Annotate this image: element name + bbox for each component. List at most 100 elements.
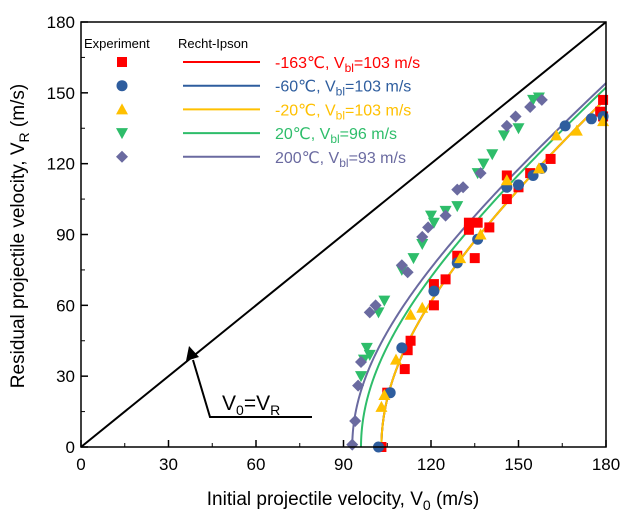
x-tick-label: 90: [334, 455, 353, 474]
data-point: [524, 101, 537, 113]
y-tick-label: 150: [47, 84, 75, 103]
data-point: [390, 353, 402, 365]
data-point: [352, 379, 365, 392]
data-point: [425, 210, 437, 222]
data-point: [402, 345, 413, 356]
legend-label: -60℃, Vbl=103 m/s: [275, 79, 411, 99]
legend-marker: [117, 57, 127, 67]
data-point: [469, 253, 480, 264]
data-point: [349, 415, 362, 428]
model-curve: [351, 82, 607, 448]
data-point: [501, 194, 512, 205]
data-point: [378, 295, 391, 307]
data-point: [407, 253, 420, 265]
legend-header-model: Recht-Ipson: [178, 36, 248, 51]
data-point: [369, 299, 382, 312]
data-point: [484, 222, 495, 233]
data-point: [428, 300, 439, 311]
y-tick-label: 0: [66, 438, 75, 457]
data-point: [472, 217, 483, 228]
data-point: [535, 93, 548, 106]
data-point: [532, 162, 545, 174]
data-point: [363, 349, 376, 361]
x-tick-label: 180: [592, 455, 620, 474]
data-point: [439, 209, 452, 222]
data-point: [512, 123, 525, 135]
y-tick-label: 180: [47, 13, 75, 32]
data-point: [559, 120, 571, 132]
x-axis-title: Initial projectile velocity, V0 (m/s): [207, 489, 479, 513]
data-point: [452, 250, 463, 261]
data-point: [595, 106, 606, 117]
data-point: [363, 306, 376, 319]
data-point: [416, 230, 429, 243]
data-point: [405, 335, 416, 346]
data-point: [500, 174, 513, 186]
legend-marker: [116, 103, 128, 115]
axis-ticks: 0 30 60 90 120 150 180 0 30 60 90 120 150 180: [47, 13, 621, 474]
data-point: [451, 201, 464, 213]
data-point: [422, 221, 435, 234]
data-point: [477, 158, 490, 170]
x-tick-label: 120: [417, 455, 445, 474]
data-points: [346, 92, 610, 453]
data-point: [486, 149, 499, 161]
legend-marker: [116, 128, 128, 140]
y-tick-label: 120: [47, 155, 75, 174]
data-point: [585, 113, 597, 125]
data-point: [474, 167, 487, 180]
data-point: [457, 181, 470, 194]
data-point: [395, 259, 408, 272]
data-point: [474, 228, 487, 240]
legend-header-experiment: Experiment: [84, 36, 150, 51]
data-point: [428, 285, 440, 297]
data-point: [360, 342, 373, 354]
data-point: [440, 274, 451, 285]
data-point: [550, 129, 563, 141]
data-point: [396, 342, 408, 354]
data-point: [463, 224, 474, 235]
plot-frame: [80, 21, 607, 448]
reference-line-group: [80, 21, 607, 448]
x-tick-label: 30: [159, 455, 178, 474]
x-tick-label: 150: [504, 455, 532, 474]
data-point: [346, 438, 359, 451]
reference-line: [80, 21, 607, 448]
data-point: [399, 364, 410, 375]
annotation-arrow: [186, 346, 312, 418]
legend-label: -163℃, Vbl=103 m/s: [275, 55, 420, 75]
data-point: [401, 266, 414, 279]
legend-label: -20℃, Vbl=103 m/s: [275, 102, 411, 122]
x-tick-label: 0: [76, 455, 85, 474]
data-point: [378, 389, 391, 401]
data-point: [454, 252, 467, 264]
data-point: [598, 94, 609, 105]
legend: Experiment Recht-Ipson -163℃, Vbl=103 m/…: [84, 36, 420, 170]
x-tick-label: 60: [247, 455, 266, 474]
data-point: [355, 371, 367, 383]
data-point: [375, 400, 388, 412]
data-point: [509, 110, 522, 123]
y-tick-label: 30: [56, 367, 75, 386]
data-point: [463, 217, 474, 228]
legend-marker: [116, 80, 128, 92]
data-point: [404, 308, 417, 320]
legend-label: 200℃, Vbl=93 m/s: [275, 150, 406, 170]
data-point: [416, 301, 429, 313]
y-tick-label: 60: [56, 296, 75, 315]
data-point: [497, 130, 510, 142]
data-point: [500, 119, 513, 132]
legend-label: 20℃, Vbl=96 m/s: [275, 126, 397, 146]
data-point: [355, 356, 367, 368]
model-curve: [360, 86, 607, 448]
annotation-label: V0=VR: [222, 392, 280, 418]
legend-marker: [116, 150, 128, 163]
data-point: [513, 179, 524, 191]
data-point: [428, 279, 439, 290]
data-point: [545, 153, 556, 164]
data-point: [427, 217, 440, 229]
y-tick-label: 90: [56, 226, 75, 245]
y-axis-title: Residual projectile velocity, VR (m/s): [8, 84, 32, 388]
data-point: [570, 124, 583, 136]
